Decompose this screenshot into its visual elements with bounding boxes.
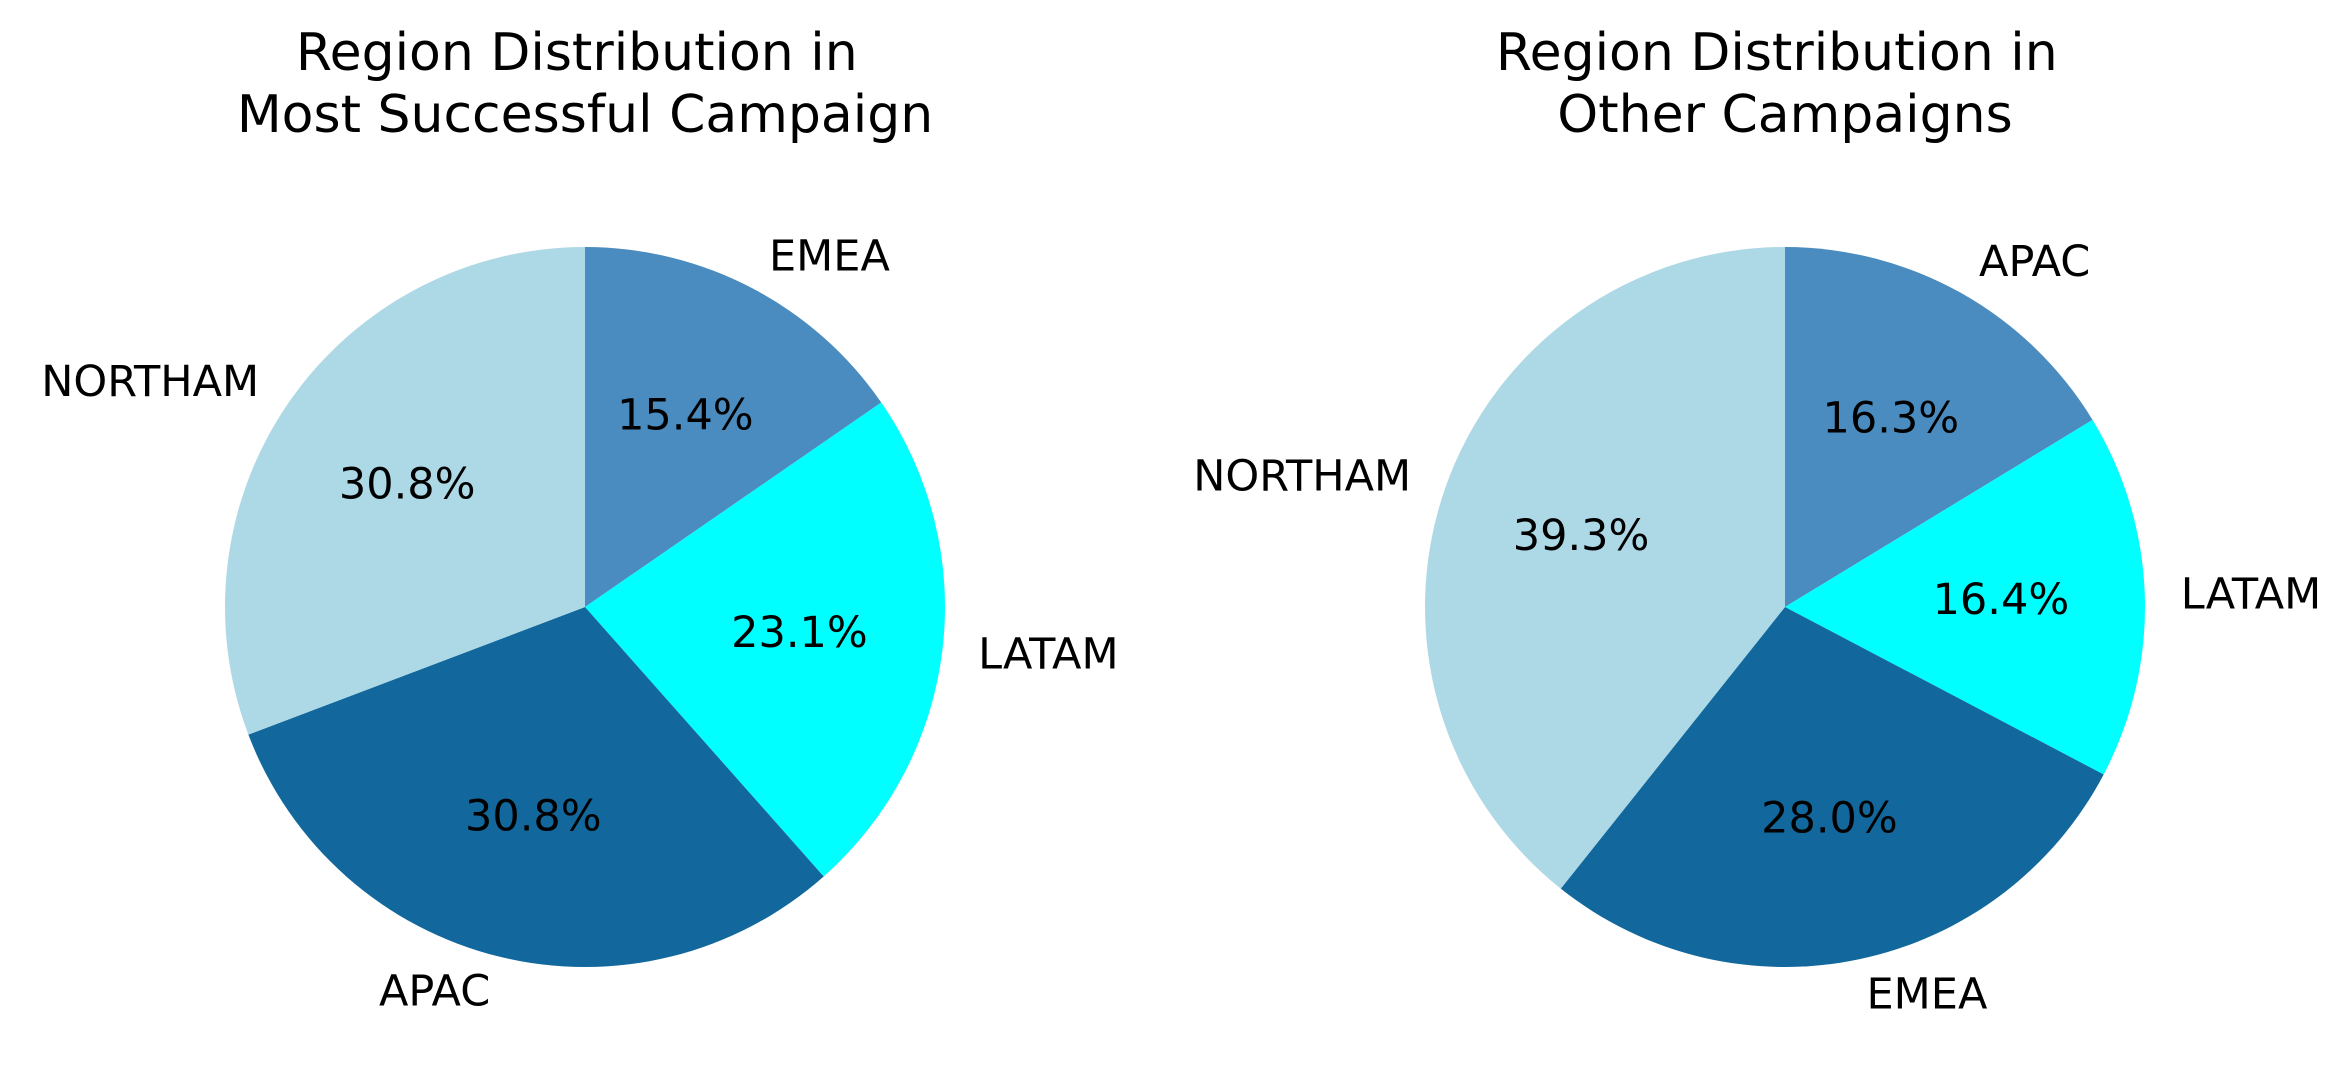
pie-category-label: EMEA [769,231,890,281]
pie-slice-latam [1785,419,2145,775]
chart-title: Region Distribution in Most Successful C… [237,23,933,145]
pie-percent-label: 16.4% [1933,575,2070,625]
pie-category-label: LATAM [978,630,1118,680]
pie-category-label: APAC [379,966,490,1016]
pie-chart-most-successful: Region Distribution in Most Successful C… [41,23,1118,1016]
pie-percent-label: 30.8% [465,792,602,842]
pie-category-label: LATAM [2181,570,2321,620]
chart-title-line: Most Successful Campaign [237,85,933,145]
chart-title-line: Region Distribution in [1496,23,2058,83]
chart-title: Region Distribution in Other Campaigns [1496,23,2074,145]
pie-slice-latam [585,402,946,877]
pie-slices [1425,247,2145,968]
chart-title-line: Other Campaigns [1557,85,2012,145]
pie-category-label: NORTHAM [1193,451,1411,501]
pie-chart-other-campaigns: Region Distribution in Other Campaigns 1… [1193,23,2321,1020]
pie-slice-emea [1560,607,2104,968]
pie-percent-label: 16.3% [1823,394,1960,444]
pie-percent-label: 30.8% [339,459,476,509]
pie-slice-emea [585,247,882,607]
pie-labels: 16.3% APAC 16.4% LATAM 28.0% EMEA 39.3% NORTHAM [1193,237,2321,1020]
pie-slice-apac [248,607,824,967]
pie-percent-label: 23.1% [731,608,868,658]
pie-slices [224,247,946,967]
pie-percent-label: 15.4% [617,391,754,441]
pie-category-label: APAC [1979,237,2090,287]
chart-title-line: Region Distribution in [296,23,858,83]
pie-category-label: NORTHAM [41,357,259,407]
pie-slice-northam [1425,247,1785,889]
pie-percent-label: 28.0% [1761,793,1898,843]
pie-labels: 15.4% EMEA 23.1% LATAM 30.8% APAC 30.8% NORTHAM [41,231,1118,1016]
pie-percent-label: 39.3% [1513,511,1650,561]
pie-slice-northam [224,247,585,735]
pie-category-label: EMEA [1867,970,1988,1020]
pie-slice-apac [1785,247,2093,607]
